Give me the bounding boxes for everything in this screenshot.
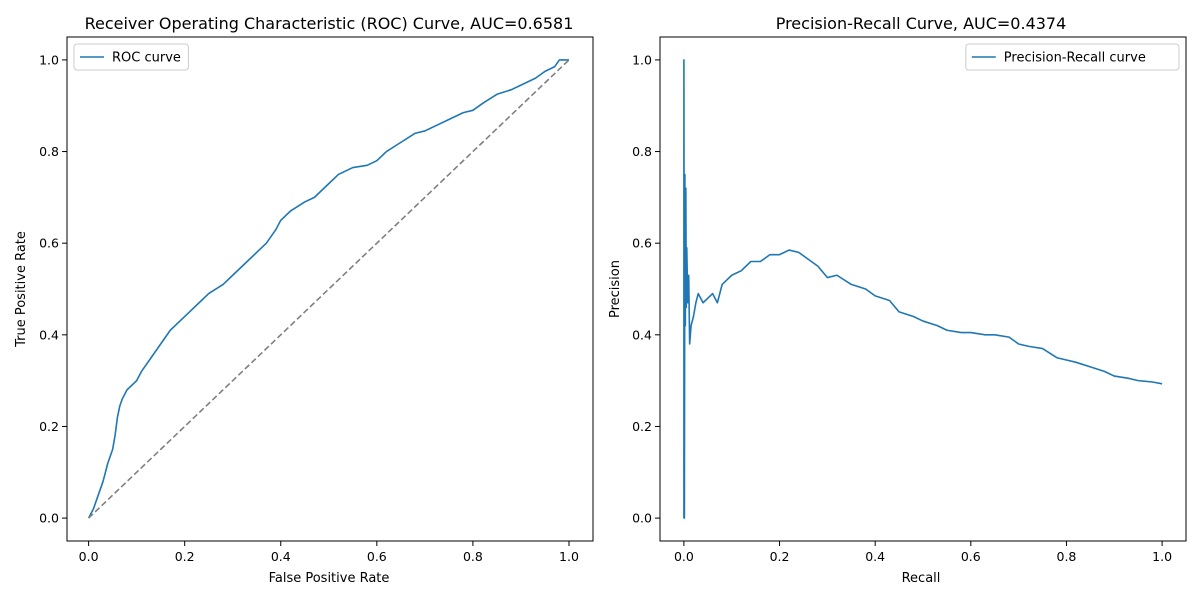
pr-y-axis-label: Precision — [608, 260, 623, 318]
pr-y-tick-label: 0.8 — [632, 144, 652, 159]
roc-diagonal-reference-line — [88, 59, 570, 519]
roc-y-tick-label: 1.0 — [39, 52, 59, 67]
pr-x-tick-label: 1.0 — [1152, 549, 1172, 564]
pr-x-axis-label: Recall — [902, 571, 941, 586]
pr-y-tick-label: 1.0 — [632, 52, 652, 67]
roc-x-tick-label: 0.2 — [175, 549, 195, 564]
pr-x-tick-label: 0.2 — [770, 549, 790, 564]
roc-y-tick-label: 0.2 — [39, 419, 59, 434]
roc-x-tick-label: 0.8 — [463, 549, 483, 564]
pr-legend: Precision-Recall curve — [965, 43, 1180, 71]
roc-axes-frame — [66, 36, 594, 542]
roc-y-tick-label: 0.6 — [39, 236, 59, 251]
pr-series-precision-recall-curve — [683, 59, 1163, 519]
pr-x-tick-label: 0.4 — [865, 549, 885, 564]
roc-series-roc-curve — [87, 59, 569, 519]
pr-title: Precision-Recall Curve, AUC=0.4374 — [776, 14, 1067, 33]
roc-y-tick-label: 0.0 — [39, 511, 59, 526]
roc-legend: ROC curve — [73, 43, 189, 71]
roc-legend-label: ROC curve — [112, 51, 181, 66]
roc-x-tick-label: 0.4 — [271, 549, 291, 564]
pr-legend-box — [965, 43, 1180, 71]
pr-plot-area: 0.0 0.2 0.4 0.6 0.8 1.0 0.0 0.2 0.4 0.6 0.8 1.0 Prec… — [632, 36, 1187, 564]
pr-x-tick-label: 0.8 — [1057, 549, 1077, 564]
roc-y-tick-label: 0.8 — [39, 144, 59, 159]
roc-title: Receiver Operating Characteristic (ROC) … — [85, 14, 574, 33]
pr-y-tick-label: 0.4 — [632, 327, 652, 342]
roc-y-tick-label: 0.4 — [39, 327, 59, 342]
roc-x-axis-label: False Positive Rate — [269, 571, 390, 586]
roc-x-tick-label: 1.0 — [559, 549, 579, 564]
pr-x-tick-label: 0.6 — [961, 549, 981, 564]
precision-recall-chart: Precision-Recall Curve, AUC=0.4374 0.0 0.… — [608, 14, 1187, 586]
roc-x-tick-label: 0.0 — [79, 549, 99, 564]
pr-y-tick-label: 0.0 — [632, 511, 652, 526]
pr-legend-label: Precision-Recall curve — [1004, 51, 1146, 66]
pr-y-tick-label: 0.6 — [632, 236, 652, 251]
pr-axes-frame — [659, 36, 1187, 542]
roc-legend-box — [73, 43, 189, 71]
roc-chart: Receiver Operating Characteristic (ROC) … — [14, 14, 594, 586]
pr-y-tick-label: 0.2 — [632, 419, 652, 434]
roc-plot-area: 0.0 0.2 0.4 0.6 0.8 1.0 0.0 0.2 0.4 0.6 0.8 1.0 ROC … — [39, 36, 594, 564]
pr-x-tick-label: 0.0 — [674, 549, 694, 564]
roc-x-tick-label: 0.6 — [367, 549, 387, 564]
roc-y-axis-label: True Positive Rate — [14, 231, 29, 348]
